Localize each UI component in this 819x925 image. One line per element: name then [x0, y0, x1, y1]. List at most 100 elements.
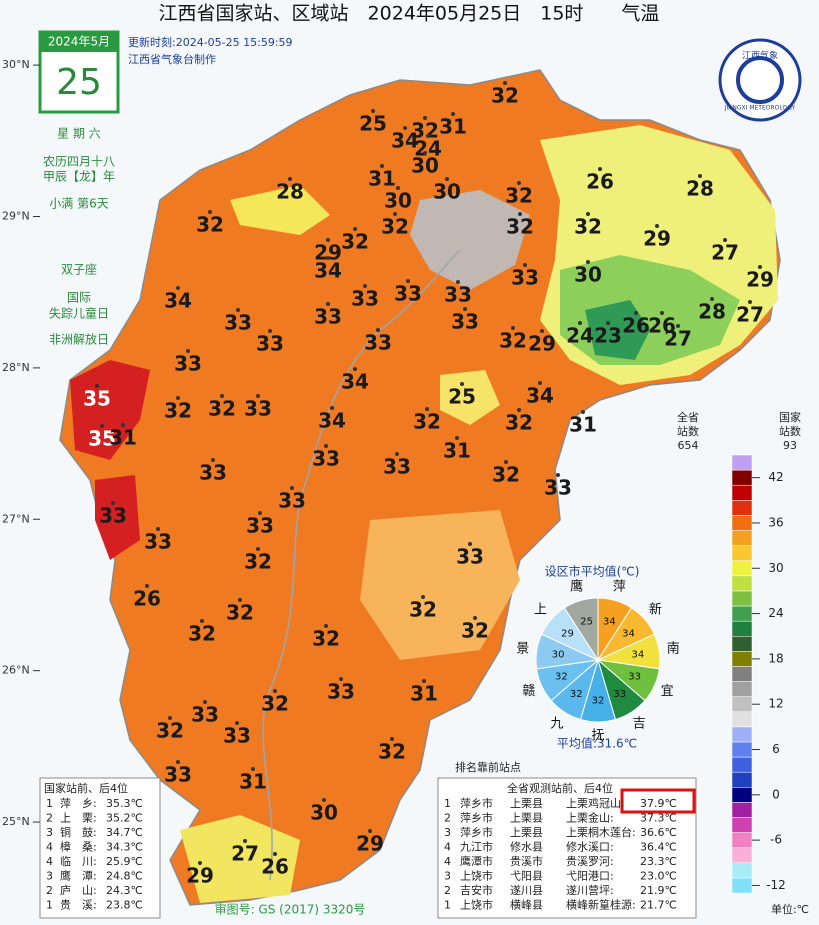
pie-label: 新 — [649, 602, 662, 618]
station-dot — [423, 151, 427, 155]
colorbar-cell — [731, 741, 753, 758]
station-dot — [111, 501, 115, 505]
station-value: 33 — [327, 680, 355, 704]
station-dot — [578, 321, 582, 325]
station-value: 31 — [443, 439, 471, 463]
table-cell: 34.3℃ — [106, 841, 143, 854]
lat-label: 26°N — [2, 664, 30, 677]
legend-head: 站数 — [677, 424, 699, 438]
station-value: 33 — [199, 461, 227, 485]
lat-label: 27°N — [2, 512, 30, 525]
legend-head: 国家 — [779, 410, 801, 424]
station-dot — [634, 311, 638, 315]
pie-value: 25 — [580, 616, 593, 627]
station-dot — [211, 458, 215, 462]
station-value: 32 — [244, 550, 272, 574]
station-dot — [606, 321, 610, 325]
pie-label: 九 — [550, 716, 563, 731]
station-value: 33 — [364, 331, 392, 355]
calendar-month: 2024年5月 — [48, 35, 110, 49]
station-value: 34 — [341, 370, 369, 394]
table-cell: 4 — [444, 841, 451, 854]
logo-inner — [736, 56, 784, 104]
title: 江西省国家站、区域站 2024年05月25日 15时 气温 — [159, 3, 660, 25]
colorbar-cell — [731, 832, 753, 848]
station-value: 33 — [223, 724, 251, 748]
station-dot — [426, 134, 430, 138]
legend-count: 93 — [783, 439, 797, 452]
station-value: 33 — [99, 504, 127, 528]
colorbar-cell — [731, 454, 753, 471]
pie-value: 33 — [613, 689, 626, 700]
table-cell: 修水县 — [510, 840, 543, 854]
table-cell: 上栗县 — [510, 826, 543, 839]
table-cell: 23.0℃ — [640, 870, 677, 883]
station-value: 32 — [413, 410, 441, 434]
station-dot — [235, 721, 239, 725]
station-dot — [504, 460, 508, 464]
colorbar-cell — [731, 802, 753, 818]
table-cell: 4 — [444, 855, 451, 868]
pie-label: 南 — [667, 641, 680, 657]
station-dot — [339, 677, 343, 681]
station-dot — [236, 308, 240, 312]
station-value: 33 — [456, 545, 484, 569]
table-cell: 3 — [444, 870, 451, 883]
table-cell: 横峰县 — [510, 898, 543, 912]
table-cell: 上饶市 — [460, 869, 493, 883]
table-cell: 2 — [444, 884, 451, 897]
station-value: 27 — [664, 327, 692, 351]
darkgreen-zone — [585, 300, 650, 360]
station-dot — [676, 324, 680, 328]
station-dot — [256, 394, 260, 398]
event: 非洲解放日 — [49, 332, 109, 347]
table-cell: 2 — [46, 884, 53, 897]
pie-label: 萍 — [613, 580, 626, 595]
station-dot — [393, 212, 397, 216]
station-value: 32 — [574, 215, 602, 239]
station-dot — [326, 238, 330, 242]
table-cell: 萍乡市 — [460, 825, 493, 839]
colorbar-label: 0 — [772, 787, 780, 801]
station-value: 33 — [394, 282, 422, 306]
table-cell: 上栗金山: — [566, 811, 614, 825]
station-dot — [363, 284, 367, 288]
station-value: 29 — [643, 227, 671, 251]
station-value: 32 — [411, 119, 439, 143]
pie-label: 景 — [516, 642, 529, 657]
table-cell: 23.3℃ — [640, 855, 677, 868]
colorbar-label: 18 — [768, 651, 783, 665]
table-cell: 1 — [444, 899, 451, 912]
table-cell: 萍 乡: — [60, 797, 97, 810]
logo-text: 江西气象 — [742, 50, 778, 62]
table-all-box — [437, 777, 697, 919]
table-cell: 4 — [46, 855, 53, 868]
pie-value: 34 — [632, 649, 645, 660]
station-value: 29 — [356, 832, 384, 856]
station-value: 31 — [410, 682, 438, 706]
table-cell: 35.2℃ — [106, 812, 143, 825]
station-value: 33 — [144, 530, 172, 554]
station-dot — [581, 410, 585, 414]
table-cell: 21.9℃ — [640, 884, 677, 897]
station-value: 32 — [505, 411, 533, 435]
station-value: 25 — [359, 112, 387, 136]
pie-value: 34 — [622, 629, 635, 640]
station-value: 34 — [164, 289, 192, 313]
station-dot — [176, 760, 180, 764]
table-cell: 3 — [46, 826, 53, 839]
table-cell: 上饶市 — [460, 898, 493, 912]
station-value: 24 — [414, 137, 442, 161]
station-value: 33 — [312, 447, 340, 471]
zodiac: 双子座 — [61, 262, 97, 277]
station-dot — [421, 595, 425, 599]
station-value: 33 — [224, 311, 252, 335]
station-value: 30 — [384, 189, 412, 213]
colorbar-cell — [731, 605, 753, 622]
station-dot — [517, 408, 521, 412]
station-value: 28 — [276, 180, 304, 204]
station-dot — [710, 297, 714, 301]
table-cell: 2 — [444, 812, 451, 825]
colorbar-label: -12 — [766, 878, 786, 892]
station-dot — [380, 164, 384, 168]
